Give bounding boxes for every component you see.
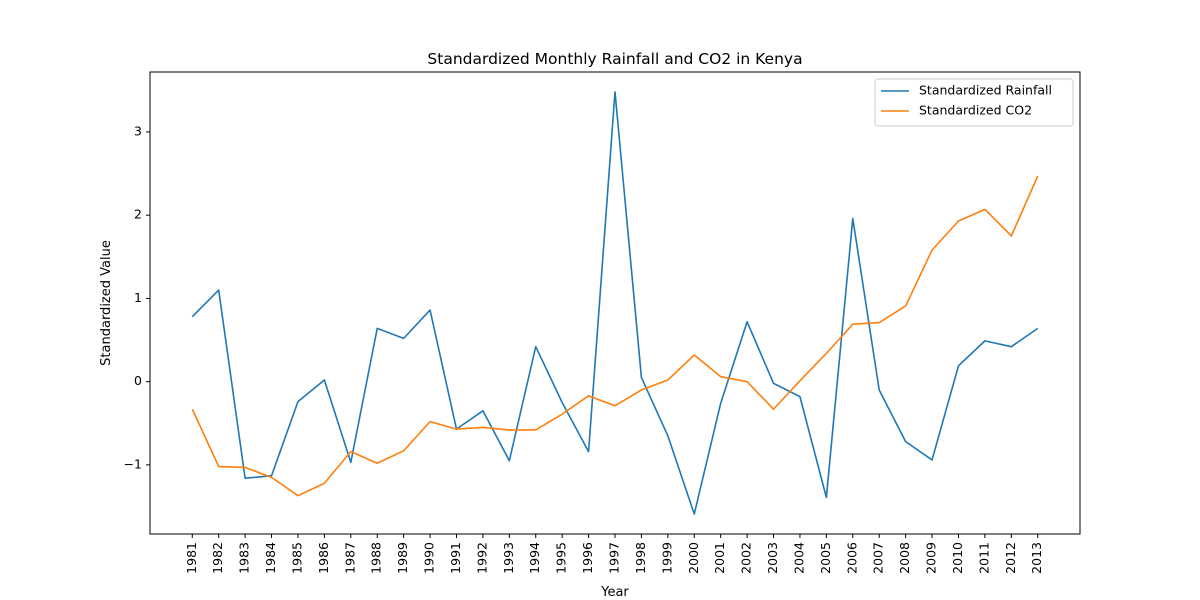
x-tick-label: 2011 (976, 542, 991, 574)
y-tick-label: 0 (134, 373, 142, 388)
x-tick-label: 1987 (342, 542, 357, 574)
x-tick-label: 1994 (527, 542, 542, 574)
x-tick-label: 2002 (739, 542, 754, 574)
series-line-co2 (191, 175, 1039, 497)
x-tick-label: 1984 (263, 542, 278, 574)
x-tick-label: 1999 (659, 542, 674, 574)
x-tick-label: 1993 (501, 542, 516, 574)
y-tick-label: 3 (134, 123, 142, 138)
x-tick-label: 2001 (712, 542, 727, 574)
x-tick-label: 1983 (237, 542, 252, 574)
series-layer (191, 91, 1039, 515)
x-axis-label: Year (600, 585, 629, 600)
x-tick-label: 1985 (289, 542, 304, 574)
legend-box (874, 78, 1074, 127)
chart-title: Standardized Monthly Rainfall and CO2 in… (427, 50, 802, 68)
x-tick-label: 2004 (791, 542, 806, 574)
x-tick-label: 2009 (924, 542, 939, 574)
x-tick-label: 2013 (1029, 542, 1044, 574)
x-tick-label: 2003 (765, 542, 780, 574)
x-tick-label: 1996 (580, 542, 595, 574)
x-tick-label: 2012 (1003, 542, 1018, 574)
x-tick-label: 1989 (395, 542, 410, 574)
x-tick-label: 1990 (422, 542, 437, 574)
x-tick-label: 1997 (607, 542, 622, 574)
x-tick-label: 2000 (686, 542, 701, 574)
y-axis-label: Standardized Value (99, 240, 114, 366)
legend-label: Standardized Rainfall (919, 83, 1052, 98)
x-tick-label: 2010 (950, 542, 965, 574)
x-tick-label: 1998 (633, 542, 648, 574)
y-tick-label: −1 (124, 456, 142, 471)
x-tick-label: 1982 (210, 542, 225, 574)
plot-frame (149, 71, 1081, 535)
x-tick-label: 2005 (818, 542, 833, 574)
series-line-rainfall (191, 91, 1039, 515)
x-tick-label: 2007 (871, 542, 886, 574)
x-tick-label: 1986 (316, 542, 331, 574)
y-axis: −1 0 1 2 3 (124, 123, 150, 471)
plot-area (149, 71, 1081, 535)
x-tick-label: 1992 (474, 542, 489, 574)
y-tick-label: 1 (134, 290, 142, 305)
x-tick-label: 1991 (448, 542, 463, 574)
x-tick-label: 2006 (844, 542, 859, 574)
x-axis: 1981 1982 1983 1984 1985 1986 1987 1988 1989 1990… (184, 534, 1044, 574)
x-tick-label: 2008 (897, 542, 912, 574)
legend-label: Standardized CO2 (919, 103, 1032, 118)
x-tick-label: 1988 (369, 542, 384, 574)
x-tick-label: 1995 (554, 542, 569, 574)
y-tick-label: 2 (134, 207, 142, 222)
x-tick-label: 1981 (184, 542, 199, 574)
legend: Standardized Rainfall Standardized CO2 (874, 78, 1074, 127)
